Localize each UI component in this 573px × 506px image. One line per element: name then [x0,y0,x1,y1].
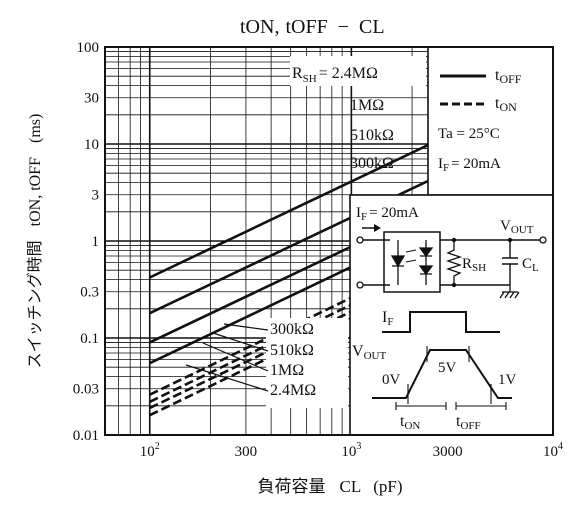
timing-if-label: IF [382,309,393,328]
ground-icon [499,285,520,299]
timing-ton-label: tON [400,413,420,432]
plot-frame [104,46,554,436]
circuit-rsh-label: RSH [462,256,486,274]
if-arrowhead-icon [374,224,381,232]
input-terminal-bottom [356,281,364,289]
leader-1m [202,342,269,372]
t-on-label-300k: 300kΩ [270,321,314,338]
circuit-vout-label: VOUT [500,218,534,236]
t-on-label-510k: 510kΩ [270,342,314,359]
ton-dimension-arrow [395,402,447,410]
timing-1v: 1V [498,372,517,388]
y-axis-label: スイッチング時間tON,tOFF(ms) [25,114,44,369]
t-on-label-2-4m: 2.4MΩ [270,382,316,399]
circuit-output-wires [440,239,540,286]
vout-waveform [372,349,512,399]
y-tick-label: 1 [92,234,100,250]
t-on-label-1m: 1MΩ [270,362,304,379]
legend-ta: Ta = 25°C [438,126,500,142]
light-rays-icon [405,249,417,263]
t-off-label-1m: 1MΩ [350,97,384,114]
cl-capacitor-icon [502,240,518,285]
x-tick-label: 102 [140,441,160,460]
vout-terminal [539,236,547,244]
legend-if: IF = 20mA [438,156,501,174]
circuit-input-wires [363,239,390,286]
legend-t-on-label: tON [495,95,517,114]
y-tick-label: 100 [77,40,100,56]
x-tick-label: 103 [341,441,361,460]
legend-t-off-label: tOFF [495,67,522,86]
circuit-if-label: IF = 20mA [356,205,419,223]
y-tick-label: 10 [84,137,99,153]
y-tick-label: 0.3 [80,285,99,301]
x-tick-label: 104 [543,441,563,460]
t-off-label-2-4m: RSH = 2.4MΩ [292,65,378,85]
legend-panel [427,46,554,196]
chart-title: tON, tOFF − CL [240,16,385,38]
t-on-leaders [185,323,269,392]
y-tick-label: 3 [92,188,100,204]
t-off-label-300k: 300kΩ [350,155,394,172]
x-axis-label: 負荷容量 CL (pF) [257,477,402,497]
circuit-diagram: IF = 20mA RSH CL [356,205,547,299]
photocoupler-box [383,231,441,293]
input-terminal-top [356,236,364,244]
led-icon [390,240,406,285]
y-tick-label: 0.01 [73,428,99,444]
rsh-label-box [290,56,426,86]
toff-dimension-arrow [455,402,507,410]
x-tick-label: 300 [235,444,258,460]
timing-toff-label: tOFF [456,413,481,432]
if-pulse-waveform [382,311,500,333]
t-off-label-510k: 510kΩ [350,127,394,144]
timing-markers [407,346,492,404]
leader-510k [212,332,269,352]
y-tick-label: 30 [84,91,99,107]
y-axis-label-text: スイッチング時間tON,tOFF(ms) [25,114,44,369]
x-tick-label: 3000 [433,444,463,460]
timing-5v: 5V [438,360,457,376]
rsh-resistor-icon [445,240,463,285]
timing-0v: 0V [382,372,401,388]
t-on-labels-backdrop [266,318,348,408]
y-tick-label: 0.1 [80,331,99,347]
leader-2-4m [185,364,269,392]
y-tick-label: 0.03 [73,382,99,398]
timing-diagram: IF VOUT 0V 5V 1V tON tOFF [352,309,517,432]
leader-300k [223,323,269,331]
timing-vout-label: VOUT [352,343,386,362]
circuit-cl-label: CL [522,256,539,274]
